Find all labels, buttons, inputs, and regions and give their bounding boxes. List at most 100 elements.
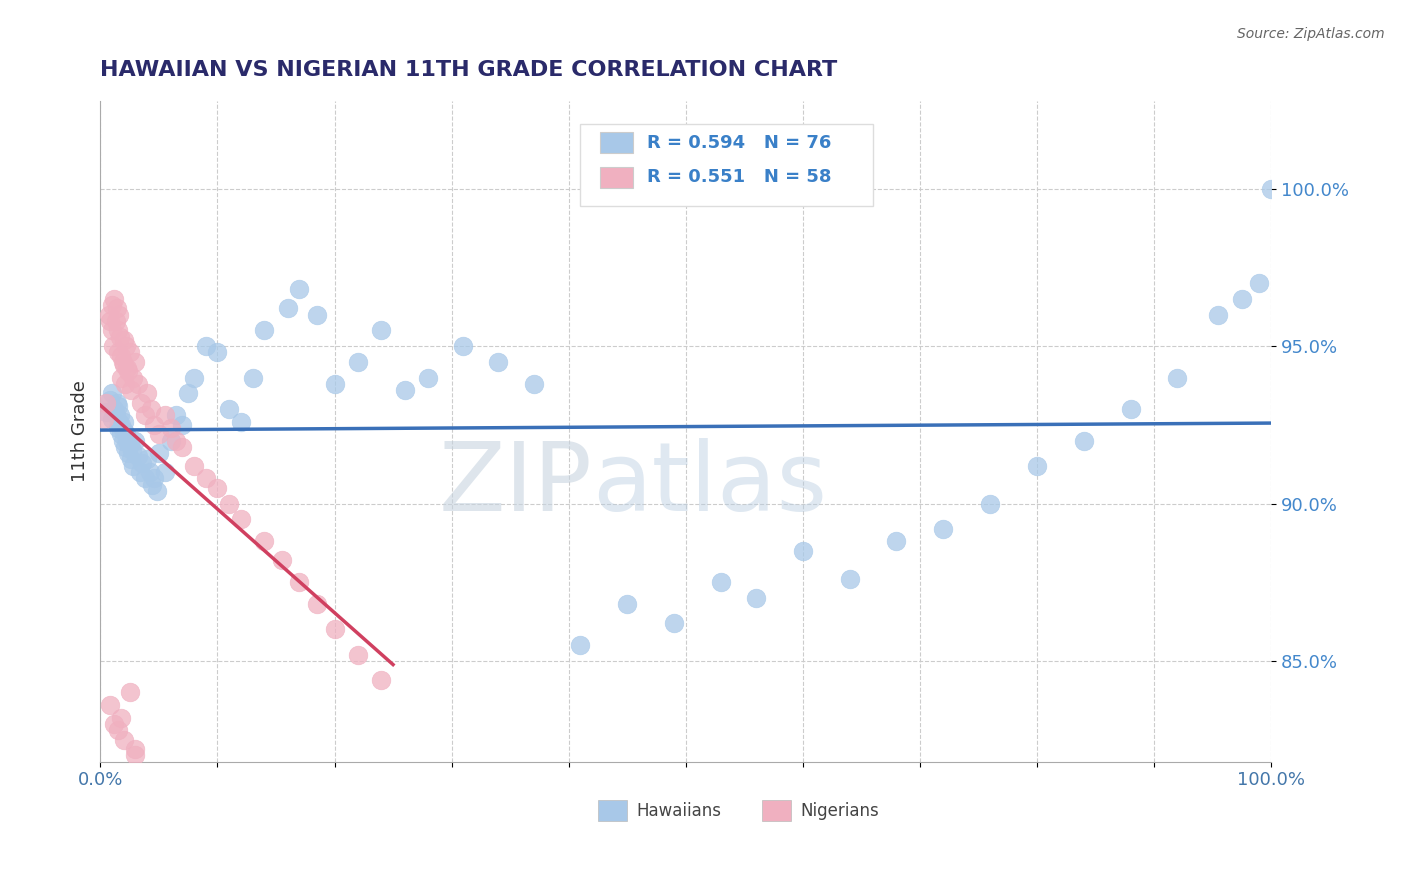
Point <box>124 742 146 756</box>
Point <box>124 355 146 369</box>
Y-axis label: 11th Grade: 11th Grade <box>72 380 89 482</box>
Point <box>153 409 176 423</box>
Point <box>165 409 187 423</box>
Bar <box>600 132 633 153</box>
Point <box>370 323 392 337</box>
Point <box>347 648 370 662</box>
Point <box>112 358 135 372</box>
Text: atlas: atlas <box>592 437 827 531</box>
Point <box>124 434 146 448</box>
Point <box>108 415 131 429</box>
Point <box>253 323 276 337</box>
Point <box>932 522 955 536</box>
Point <box>112 424 135 438</box>
Point <box>118 685 141 699</box>
Point <box>110 370 132 384</box>
Point <box>277 301 299 316</box>
Point <box>194 471 217 485</box>
Text: Hawaiians: Hawaiians <box>637 802 721 820</box>
Point <box>288 283 311 297</box>
Point <box>107 323 129 337</box>
Point <box>110 427 132 442</box>
Point <box>172 417 194 432</box>
Point <box>98 314 121 328</box>
Point <box>110 710 132 724</box>
Point <box>183 370 205 384</box>
Point <box>370 673 392 687</box>
Point <box>1230 292 1253 306</box>
Point <box>148 446 170 460</box>
Point <box>131 456 153 470</box>
Point <box>159 421 181 435</box>
Point <box>107 421 129 435</box>
Point <box>112 415 135 429</box>
Point <box>129 465 152 479</box>
Point <box>569 638 592 652</box>
Point <box>141 477 163 491</box>
Point <box>347 355 370 369</box>
Point <box>229 415 252 429</box>
Point <box>148 427 170 442</box>
Point <box>288 575 311 590</box>
Point <box>979 497 1001 511</box>
Point <box>103 292 125 306</box>
Point <box>1119 402 1142 417</box>
Point <box>101 298 124 312</box>
Point <box>101 386 124 401</box>
Point <box>323 376 346 391</box>
Text: R = 0.594   N = 76: R = 0.594 N = 76 <box>647 134 831 152</box>
Point <box>111 355 134 369</box>
Point <box>1073 434 1095 448</box>
Point <box>194 339 217 353</box>
Point <box>120 452 142 467</box>
Point <box>112 333 135 347</box>
Point <box>107 345 129 359</box>
Point <box>134 409 156 423</box>
Point <box>394 383 416 397</box>
Point <box>838 572 860 586</box>
Point <box>127 450 149 464</box>
Point <box>97 308 120 322</box>
Point <box>1026 458 1049 473</box>
Point <box>104 409 127 423</box>
FancyBboxPatch shape <box>581 124 873 206</box>
Point <box>207 481 229 495</box>
Point <box>110 329 132 343</box>
Point <box>136 386 159 401</box>
Point <box>96 405 118 419</box>
Point <box>117 434 139 448</box>
Point <box>662 616 685 631</box>
Point <box>112 732 135 747</box>
Text: R = 0.551   N = 58: R = 0.551 N = 58 <box>647 169 831 186</box>
Point <box>98 392 121 407</box>
Point <box>110 349 132 363</box>
Point <box>165 434 187 448</box>
Point <box>143 471 166 485</box>
Point <box>93 411 115 425</box>
Point <box>96 396 118 410</box>
Point <box>103 717 125 731</box>
Point <box>522 376 544 391</box>
Point <box>172 440 194 454</box>
Bar <box>762 800 792 822</box>
Point <box>153 465 176 479</box>
Point <box>1249 276 1271 290</box>
Point <box>118 345 141 359</box>
Point <box>305 308 328 322</box>
Point <box>104 314 127 328</box>
Text: HAWAIIAN VS NIGERIAN 11TH GRADE CORRELATION CHART: HAWAIIAN VS NIGERIAN 11TH GRADE CORRELAT… <box>100 60 838 79</box>
Point <box>103 402 125 417</box>
Point <box>101 411 124 425</box>
Point <box>110 409 132 423</box>
Point <box>453 339 475 353</box>
Text: Nigerians: Nigerians <box>800 802 879 820</box>
Point <box>792 543 814 558</box>
Point <box>122 370 145 384</box>
Point <box>218 402 240 417</box>
Point <box>103 339 125 353</box>
Bar <box>598 800 627 822</box>
Point <box>108 308 131 322</box>
Point <box>145 483 167 498</box>
Point <box>136 452 159 467</box>
Point <box>122 458 145 473</box>
